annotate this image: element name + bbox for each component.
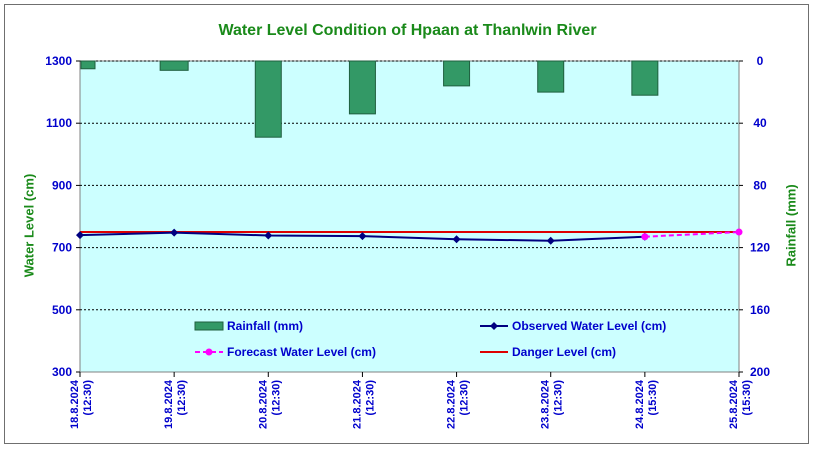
observed-point <box>76 231 84 240</box>
x-tick-label-time: (12:30) <box>364 380 376 416</box>
x-tick-label-time: (12:30) <box>459 380 471 416</box>
x-tick-label: 20.8.2024 (12:30) <box>257 379 282 429</box>
y-right-tick-label: 80 <box>753 178 767 192</box>
x-tick-label: 22.8.2024 (12:30) <box>446 379 471 429</box>
observed-point <box>170 228 179 237</box>
legend-marker-observed <box>490 322 498 330</box>
x-tick-label-date: 25.8.2024 <box>728 379 740 429</box>
x-tick-label-time: (15:30) <box>741 380 753 416</box>
x-tick-label-date: 20.8.2024 <box>257 379 269 429</box>
legend-label: Observed Water Level (cm) <box>512 319 666 333</box>
legend-swatch-rainfall <box>194 321 224 331</box>
legend-label: Forecast Water Level (cm) <box>227 345 376 359</box>
forecast-point <box>735 228 743 236</box>
legend-marker-forecast <box>205 348 213 356</box>
x-tick-label: 23.8.2024 (12:30) <box>540 379 565 429</box>
chart-title: Water Level Condition of Hpaan at Thanlw… <box>218 22 597 39</box>
x-tick-label-date: 19.8.2024 <box>163 379 175 429</box>
y-right-tick-label: 40 <box>753 116 767 130</box>
rainfall-bar <box>537 60 565 93</box>
y-right-tick-label: 0 <box>757 54 764 68</box>
x-tick-label-date: 23.8.2024 <box>540 379 552 429</box>
y-right-tick-label: 120 <box>750 241 770 255</box>
x-tick-label: 18.8.2024 (12:30) <box>69 379 94 429</box>
rainfall-bar <box>348 60 376 115</box>
x-tick-label: 25.8.2024 (15:30) <box>728 379 753 429</box>
rainfall-bar <box>631 60 659 96</box>
y-left-tick-label: 700 <box>52 241 72 255</box>
rainfall-bar <box>80 60 96 70</box>
x-tick-label-date: 24.8.2024 <box>634 379 646 429</box>
x-tick-label-date: 18.8.2024 <box>69 379 81 429</box>
legend-label: Danger Level (cm) <box>512 345 616 359</box>
plot-area <box>79 60 740 373</box>
y-left-tick-label: 1300 <box>45 54 72 68</box>
y-left-tick-label: 1100 <box>46 116 72 130</box>
x-tick-label-time: (12:30) <box>553 380 565 416</box>
x-tick-label-date: 22.8.2024 <box>446 379 458 429</box>
x-tick-label-time: (12:30) <box>176 380 188 416</box>
observed-point <box>452 235 461 244</box>
y-left-tick-label: 500 <box>52 303 72 317</box>
observed-point <box>546 236 555 245</box>
x-tick-label: 19.8.2024 (12:30) <box>163 379 188 429</box>
y-right-tick-label: 160 <box>750 303 770 317</box>
rainfall-bar <box>159 60 189 71</box>
x-tick-label: 21.8.2024 (12:30) <box>351 379 376 429</box>
rainfall-bar <box>254 60 282 138</box>
y-right-tick-label: 200 <box>750 365 770 379</box>
legend-label: Rainfall (mm) <box>227 319 303 333</box>
x-tick-label-time: (12:30) <box>82 380 94 416</box>
x-tick-label-time: (12:30) <box>270 380 282 416</box>
x-tick-label-time: (15:30) <box>647 380 659 416</box>
forecast-point <box>641 233 649 241</box>
rainfall-bar <box>443 60 471 87</box>
observed-point <box>264 231 273 240</box>
x-tick-label-date: 21.8.2024 <box>351 379 363 429</box>
observed-point <box>358 232 367 241</box>
x-tick-label: 24.8.2024 (15:30) <box>634 379 659 429</box>
y-left-tick-label: 300 <box>52 365 72 379</box>
y-left-tick-label: 900 <box>52 178 72 192</box>
